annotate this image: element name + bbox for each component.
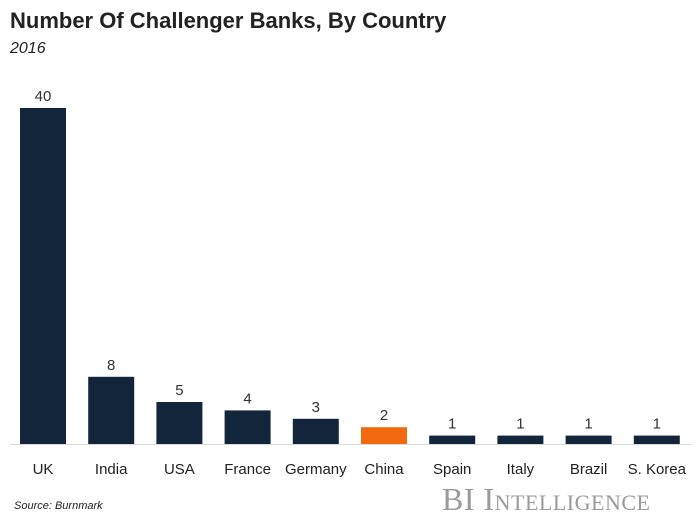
x-tick-label: India xyxy=(95,461,128,478)
bar-china xyxy=(361,427,407,444)
data-label: 2 xyxy=(380,407,388,424)
x-tick-label: Brazil xyxy=(570,461,608,478)
bar-india xyxy=(88,376,135,444)
data-label: 40 xyxy=(35,88,52,105)
x-tick-label: S. Korea xyxy=(628,461,687,478)
data-label: 3 xyxy=(312,399,320,416)
bar-italy xyxy=(497,435,544,444)
data-label: 1 xyxy=(516,416,524,433)
bar-france xyxy=(224,410,271,444)
data-label: 1 xyxy=(448,416,456,433)
x-tick-label: Germany xyxy=(285,461,347,478)
bar-brazil xyxy=(565,435,612,444)
x-tick-label: Spain xyxy=(433,461,471,478)
data-label: 5 xyxy=(175,382,183,399)
data-label: 4 xyxy=(243,390,251,407)
bar-usa xyxy=(156,402,203,444)
bar-spain xyxy=(429,435,476,444)
data-label: 1 xyxy=(653,416,661,433)
chart-subtitle: 2016 xyxy=(10,40,46,57)
data-label: 1 xyxy=(584,416,592,433)
data-label: 8 xyxy=(107,357,115,374)
bar-skorea xyxy=(633,435,680,444)
bi-intelligence-logo: BI Intelligence xyxy=(442,481,651,517)
x-tick-label: UK xyxy=(33,461,54,478)
chart-title: Number Of Challenger Banks, By Country xyxy=(10,8,447,33)
x-tick-label: China xyxy=(364,461,404,478)
x-tick-label: Italy xyxy=(507,461,535,478)
bar-germany xyxy=(292,418,339,444)
x-tick-label: USA xyxy=(164,461,195,478)
source-note: Source: Burnmark xyxy=(14,500,103,512)
x-tick-label: France xyxy=(224,461,271,478)
bar-uk xyxy=(20,108,66,444)
